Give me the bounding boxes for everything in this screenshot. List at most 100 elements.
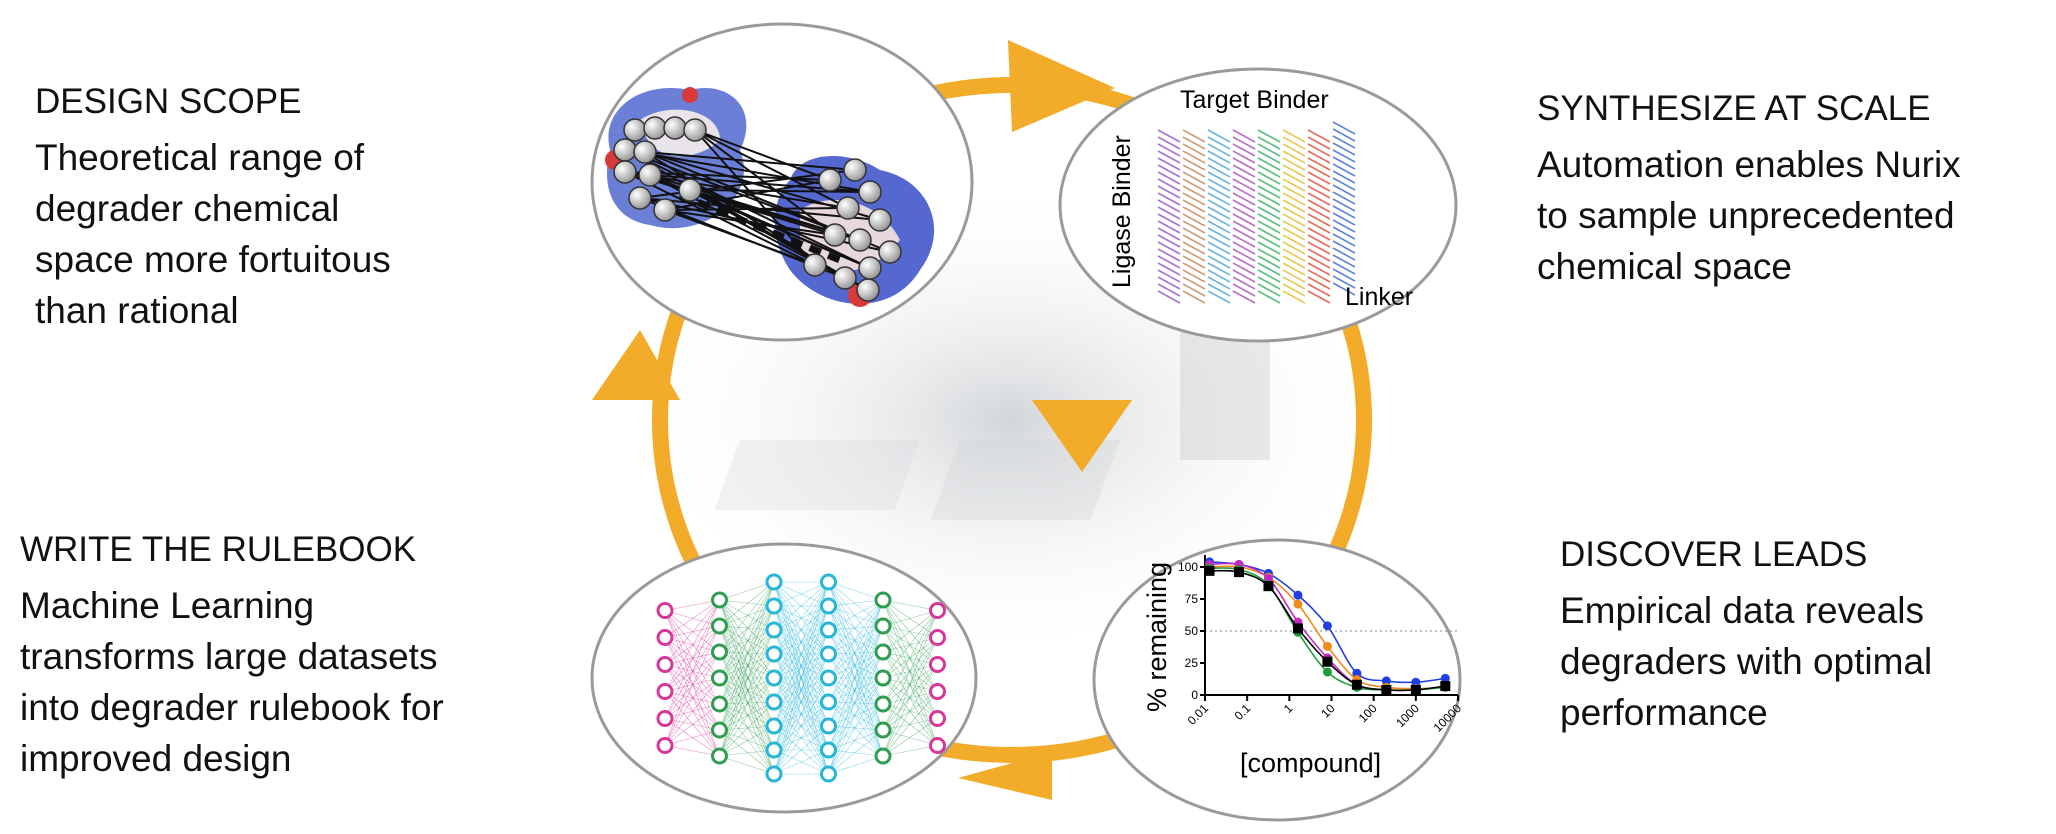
network-edge (719, 625, 775, 775)
line: degrader chemical (35, 188, 340, 229)
residue-sphere (653, 198, 677, 222)
network-edge (719, 755, 775, 775)
library-plane-line (1182, 283, 1206, 297)
network-node (874, 695, 892, 713)
network-edge (773, 581, 829, 679)
network-edge (719, 703, 775, 775)
line: chemical space (1537, 246, 1793, 287)
library-plane-line (1157, 164, 1181, 178)
library-plane-line (1232, 185, 1256, 199)
residue-sphere (848, 228, 872, 252)
network-edge (719, 629, 775, 731)
chart-y-label: % remaining (1142, 562, 1172, 712)
network-edge (719, 703, 775, 727)
network-edge (719, 581, 775, 679)
network-edge (664, 718, 720, 757)
network-edge (828, 651, 884, 679)
network-edge (664, 599, 720, 719)
library-plane-line (1307, 150, 1331, 164)
library-plane-line (1157, 255, 1181, 269)
residue-sphere (638, 163, 662, 187)
network-node (929, 629, 946, 646)
y-tick-label: 0 (1191, 688, 1198, 702)
network-edge (719, 625, 775, 679)
library-plane-line (1307, 255, 1331, 269)
network-edge (882, 625, 938, 719)
residue-sphere (836, 196, 860, 220)
network-edge (828, 677, 884, 775)
library-plane-line (1307, 136, 1331, 150)
library-plane-line (1182, 234, 1206, 248)
network-edge (828, 599, 884, 631)
library-plane-line (1232, 213, 1256, 227)
library-plane-line (1332, 177, 1356, 191)
library-plane-line (1282, 262, 1306, 276)
data-point (1293, 590, 1303, 600)
network-edge (828, 677, 884, 705)
library-plane-line (1157, 171, 1181, 185)
residue-sphere (663, 116, 687, 140)
library-plane-line (1282, 248, 1306, 262)
network-edge (719, 725, 775, 757)
network-edge (719, 651, 775, 655)
network-edge (882, 610, 938, 757)
data-point (1411, 677, 1421, 687)
network-edge (773, 581, 829, 751)
residue-sphere (613, 138, 637, 162)
network-edge (719, 653, 775, 705)
residue-sphere (843, 158, 867, 182)
network-edge (828, 581, 884, 705)
library-plane-line (1232, 276, 1256, 290)
library-plane-line (1207, 129, 1231, 143)
library-plane-line (1232, 150, 1256, 164)
network-node (711, 617, 728, 635)
network-edge (882, 610, 938, 731)
network-edge (882, 745, 938, 757)
network-edge (882, 703, 938, 746)
network-node (765, 741, 783, 759)
library-plane-line (1307, 206, 1331, 220)
network-edge (828, 599, 884, 607)
network-edge (828, 581, 884, 679)
library-plane-line (1307, 276, 1331, 290)
network-edge (882, 677, 938, 692)
crosslink-line (639, 169, 856, 199)
residue-sphere (878, 240, 902, 264)
network-node (765, 717, 783, 735)
library-plane-line (1257, 290, 1281, 304)
network-edge (773, 629, 829, 775)
library-plane-line (1207, 262, 1231, 276)
data-point (1381, 676, 1391, 686)
network-edge (828, 677, 884, 727)
library-plane-line (1182, 143, 1206, 157)
network-edge (828, 677, 884, 703)
network-edge (719, 581, 775, 757)
network-edge (719, 599, 775, 775)
library-plane-line (1257, 241, 1281, 255)
network-edge (882, 691, 938, 705)
network-edge (719, 701, 775, 731)
library-plane-line (1157, 143, 1181, 157)
crosslink-line (624, 171, 836, 236)
library-plane-line (1282, 234, 1306, 248)
residue-sphere (858, 256, 882, 280)
network-node (874, 617, 892, 635)
library-plane-line (1257, 129, 1281, 143)
network-node (874, 721, 892, 739)
network-edge (719, 653, 775, 757)
network-edge (664, 599, 720, 665)
network-edge (828, 625, 884, 655)
network-edge (719, 581, 775, 601)
network-edge (664, 599, 720, 692)
network-edge (828, 651, 884, 751)
network-edge (664, 651, 720, 665)
y-tick-label: 50 (1185, 624, 1199, 638)
lab-equipment-racks (714, 330, 1270, 520)
network-edge (828, 625, 884, 631)
network-edge (719, 653, 775, 679)
network-edge (828, 629, 884, 757)
library-plane-line (1207, 178, 1231, 192)
network-edge (719, 729, 775, 775)
network-edge (828, 653, 884, 705)
network-edge (719, 625, 775, 751)
